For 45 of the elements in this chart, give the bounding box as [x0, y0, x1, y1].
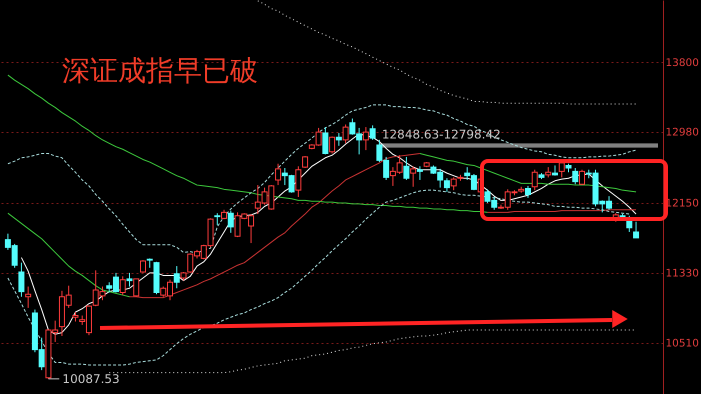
candlestick	[120, 276, 126, 296]
candlestick	[336, 132, 342, 146]
candlestick	[214, 212, 220, 226]
candlestick	[370, 124, 376, 140]
candlestick	[72, 312, 78, 322]
line-series	[108, 330, 637, 374]
candlestick	[410, 166, 416, 188]
line-series	[7, 212, 130, 298]
candlestick	[545, 166, 552, 178]
y-tick-label: 12150	[666, 197, 699, 210]
candlestick	[174, 266, 180, 289]
candlestick	[329, 136, 336, 154]
y-tick-label: 13800	[666, 56, 699, 69]
candlestick	[146, 258, 153, 268]
candlestick	[228, 210, 234, 234]
candlestick	[633, 221, 640, 238]
candlestick	[524, 185, 531, 198]
line-series	[128, 153, 420, 298]
candlestick	[416, 166, 423, 180]
text: 深证成指早已破	[62, 54, 258, 87]
y-tick-label: 11330	[666, 267, 699, 280]
candlestick	[444, 178, 450, 192]
candlestick	[450, 176, 457, 191]
candlestick	[126, 272, 132, 288]
line-series	[419, 153, 637, 192]
y-tick-label: 12980	[666, 126, 699, 139]
candlestick	[532, 169, 538, 191]
candlestick	[140, 260, 146, 274]
candlestick	[403, 156, 410, 180]
candlestick	[572, 168, 578, 185]
candlestick	[342, 124, 349, 144]
candlestick	[25, 286, 32, 308]
y-tick-label: 10510	[666, 337, 699, 350]
candlestick	[133, 278, 140, 298]
candlestick	[295, 166, 302, 198]
candlestick	[322, 126, 328, 155]
line-series	[7, 190, 630, 366]
candlestick	[302, 156, 308, 169]
candlestick	[579, 169, 586, 186]
candlestick	[362, 126, 369, 151]
candlestick	[275, 163, 282, 186]
candlestick	[558, 162, 565, 178]
candlestick	[18, 262, 24, 298]
line-series	[257, 0, 637, 105]
annotation: 10087.53	[62, 372, 120, 386]
